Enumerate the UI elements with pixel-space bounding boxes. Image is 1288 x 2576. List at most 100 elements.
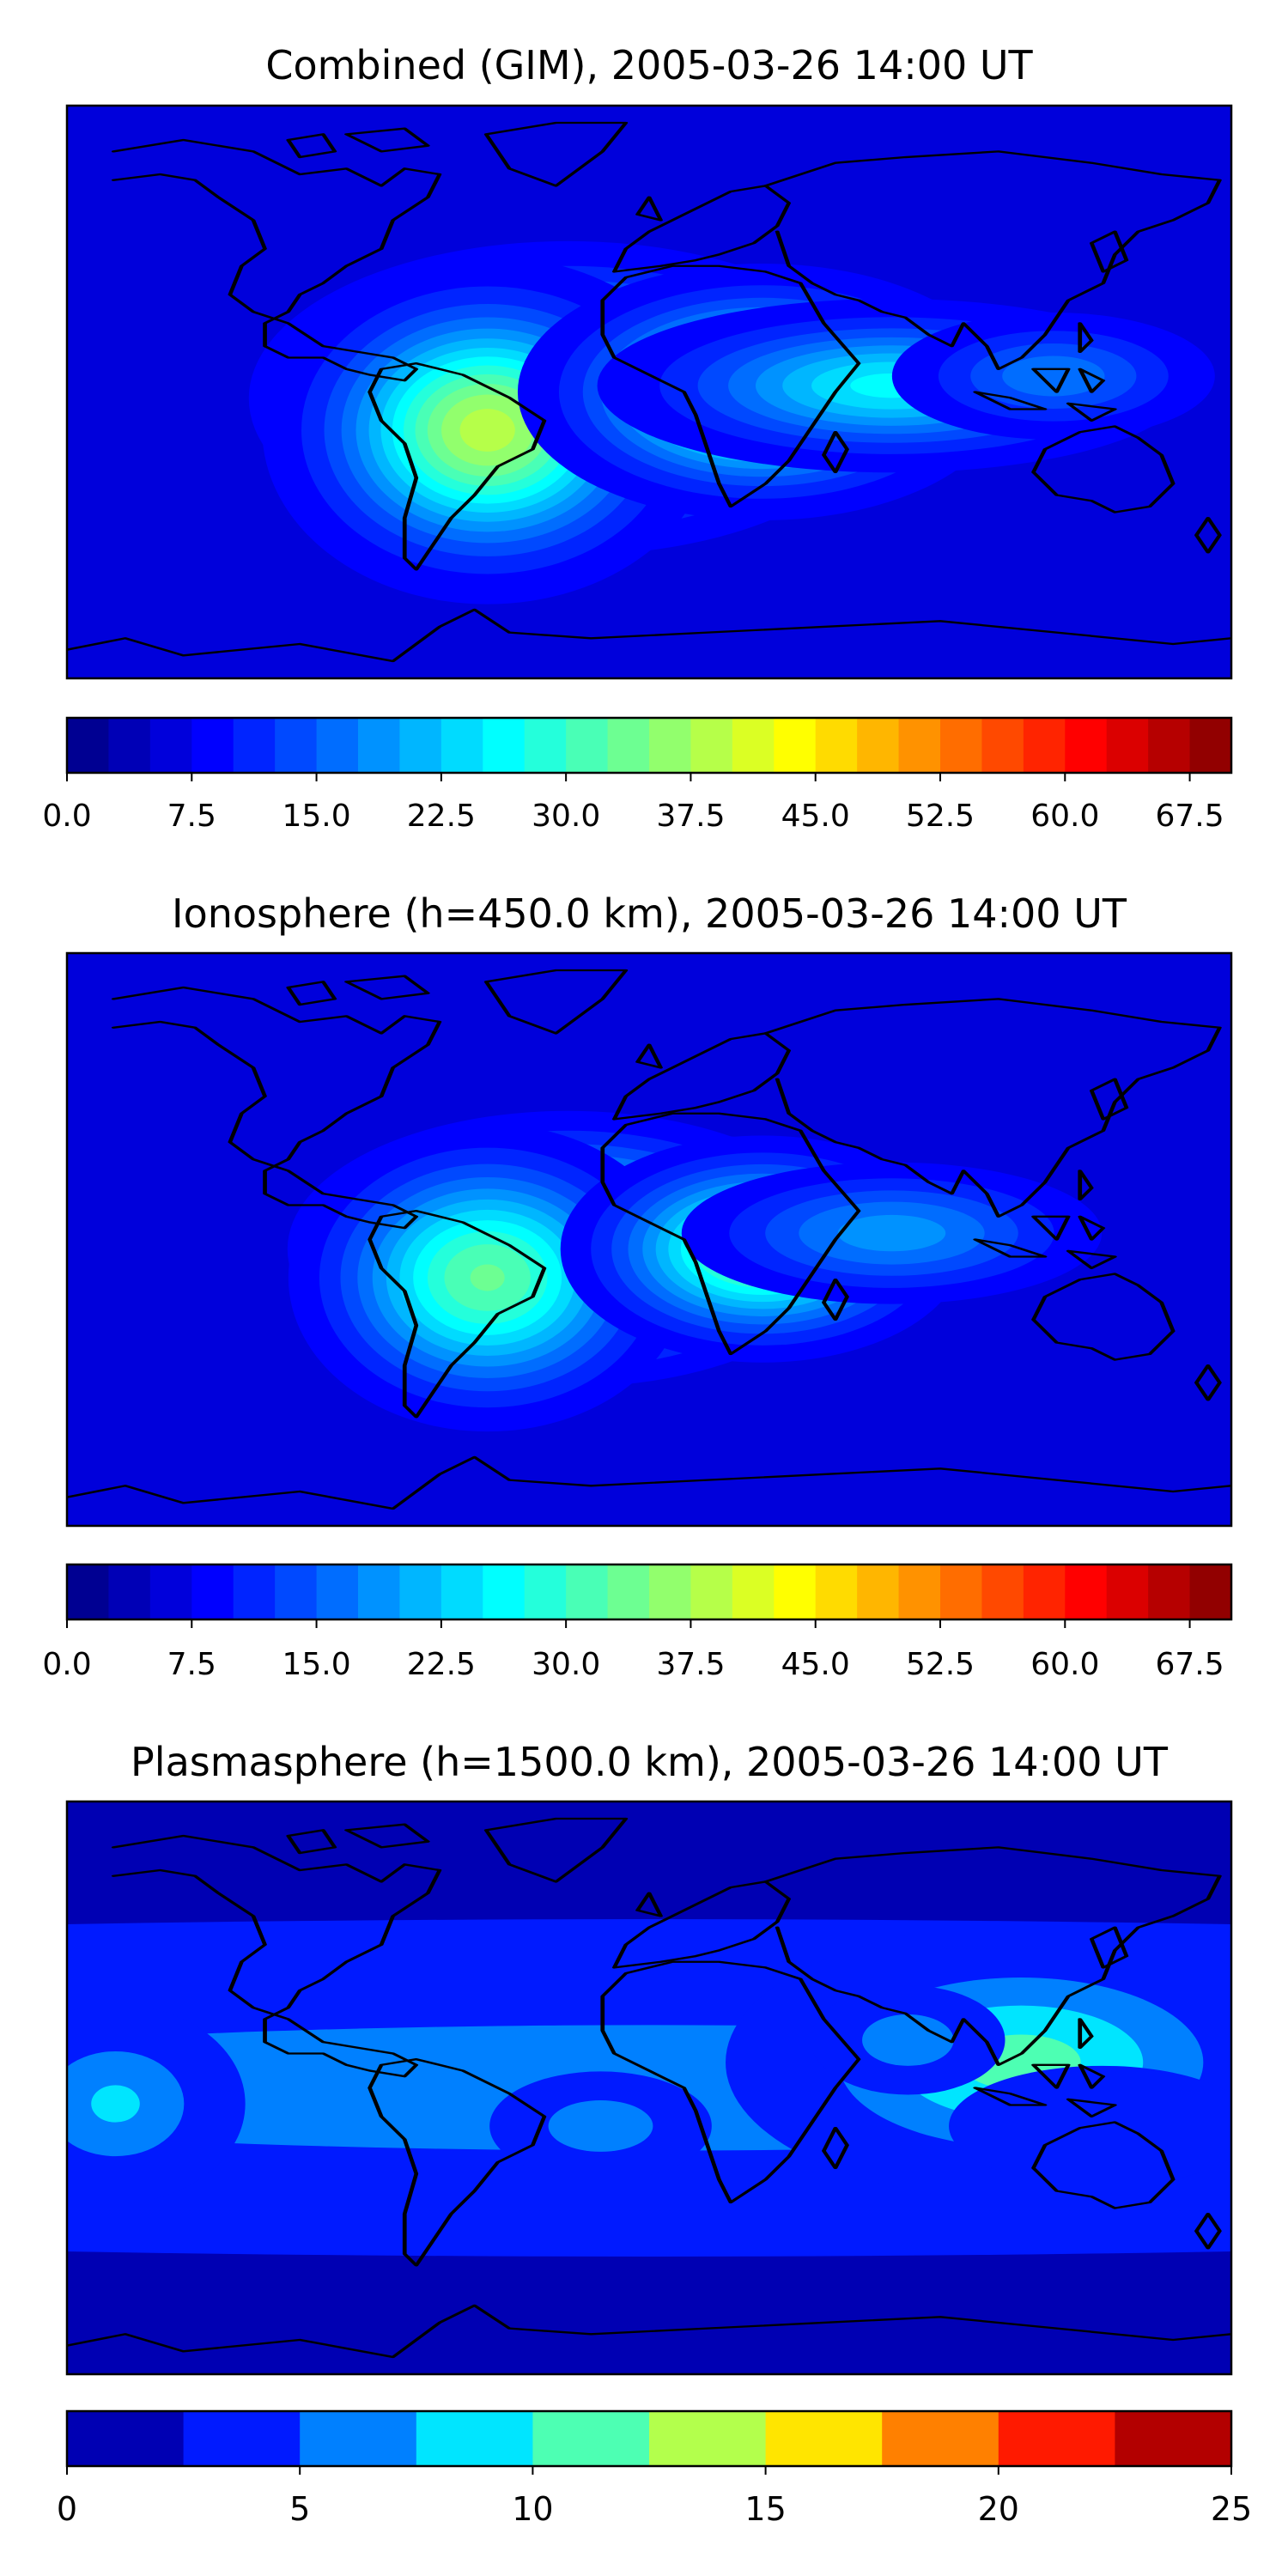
colorbar-segment: [108, 1564, 151, 1619]
colorbar-segment: [358, 1564, 401, 1619]
colorbar-tick-label: 15.0: [282, 1647, 350, 1682]
contour-band: [837, 1214, 946, 1252]
colorbar-segment: [649, 1564, 692, 1619]
colorbar-tick-label: 0: [57, 2490, 77, 2528]
panel-ionosphere: Ionosphere (h=450.0 km), 2005-03-26 14:0…: [42, 890, 1233, 1682]
colorbar-tick-label: 7.5: [167, 799, 216, 834]
colorbar-frame: [65, 716, 1233, 775]
colorbar-segment: [191, 718, 234, 773]
colorbar-segment: [815, 1564, 858, 1619]
colorbar-segment: [416, 2411, 533, 2466]
colorbar-segment: [981, 718, 1024, 773]
colorbar-segment: [67, 718, 110, 773]
colorbar-tick-label: 10: [512, 2490, 553, 2528]
colorbar-tick-label: 60.0: [1030, 799, 1099, 834]
colorbar-tick-label: 5: [289, 2490, 310, 2528]
colorbar-segment: [690, 1564, 733, 1619]
colorbar-segment: [898, 718, 941, 773]
colorbar-tick-label: 37.5: [656, 799, 725, 834]
contour-band: [548, 2100, 653, 2152]
colorbar-tick-label: 0.0: [42, 1647, 91, 1682]
chart-title: Ionosphere (h=450.0 km), 2005-03-26 14:0…: [172, 890, 1127, 937]
colorbar-segment: [183, 2411, 301, 2466]
colorbar-segment: [732, 718, 775, 773]
colorbar-segment: [399, 1564, 442, 1619]
colorbar-segment: [774, 718, 817, 773]
colorbar-ticks: 0.0 7.5 15.0 22.5 30.0 37.5 45.0 52.5 60.0 67.5: [42, 773, 1224, 834]
contour-band: [949, 2065, 1231, 2187]
colorbar-tick-label: 67.5: [1155, 1647, 1224, 1682]
hotspot-indonesia-tail: [891, 313, 1215, 440]
colorbar-tick-label: 20: [978, 2490, 1019, 2528]
hotspot-east-pacific: [67, 2004, 246, 2203]
colorbar-tick-label: 37.5: [656, 1647, 725, 1682]
colorbar-segment: [440, 1564, 483, 1619]
colorbar-segment: [1148, 1564, 1191, 1619]
colorbar-tick-label: 52.5: [906, 1647, 975, 1682]
colorbar-segment: [940, 718, 983, 773]
colorbar-frame: [65, 2409, 1233, 2468]
colorbar-segment: [108, 718, 151, 773]
panel-combined: Combined (GIM), 2005-03-26 14:00 UT 0.0 7…: [42, 42, 1233, 834]
colorbar-segment: [275, 1564, 318, 1619]
colorbar-segment: [1106, 718, 1149, 773]
colorbar-segment: [524, 1564, 567, 1619]
colorbar-segment: [774, 1564, 817, 1619]
colorbar: [65, 716, 1233, 775]
colorbar-segment: [399, 718, 442, 773]
colorbar-tick-label: 22.5: [407, 799, 476, 834]
colorbar-segment: [732, 1564, 775, 1619]
colorbar-segment: [1189, 1564, 1232, 1619]
colorbar-tick-label: 25: [1211, 2490, 1252, 2528]
colorbar: [65, 2409, 1233, 2468]
colorbar-segment: [483, 718, 526, 773]
colorbar-segment: [998, 2411, 1115, 2466]
colorbar-segment: [566, 718, 609, 773]
colorbar-segment: [765, 2411, 883, 2466]
colorbar-segment: [483, 1564, 526, 1619]
colorbar-segment: [1148, 718, 1191, 773]
colorbar-tick-label: 22.5: [407, 1647, 476, 1682]
colorbar-ticks: 0.0 7.5 15.0 22.5 30.0 37.5 45.0 52.5 60.0 67.5: [42, 1619, 1224, 1682]
colorbar-tick-label: 52.5: [906, 799, 975, 834]
colorbar-segment: [316, 1564, 359, 1619]
panel-plasmasphere: Plasmasphere (h=1500.0 km), 2005-03-26 1…: [57, 1739, 1252, 2528]
colorbar-ticks: 0 5 10 15 20 25: [57, 2466, 1252, 2528]
colorbar-segment: [690, 718, 733, 773]
colorbar: [65, 1563, 1233, 1621]
colorbar-segment: [1023, 718, 1066, 773]
colorbar-segment: [649, 718, 692, 773]
colorbar-tick-label: 15.0: [282, 799, 350, 834]
colorbar-tick-label: 60.0: [1030, 1647, 1099, 1682]
colorbar-segment: [300, 2411, 417, 2466]
colorbar-segment: [981, 1564, 1024, 1619]
hotspot-indian-ocean-tail: [681, 1162, 1103, 1304]
colorbar-tick-label: 30.0: [532, 799, 600, 834]
colorbar-tick-label: 67.5: [1155, 799, 1224, 834]
colorbar-segment: [1065, 718, 1108, 773]
map-frame: [65, 1800, 1233, 2376]
colorbar-segment: [1106, 1564, 1149, 1619]
colorbar-segment: [1115, 2411, 1232, 2466]
chart-title: Combined (GIM), 2005-03-26 14:00 UT: [265, 42, 1033, 88]
colorbar-tick-label: 0.0: [42, 799, 91, 834]
colorbar-tick-label: 7.5: [167, 1647, 216, 1682]
colorbar-segment: [1065, 1564, 1108, 1619]
colorbar-segment: [358, 718, 401, 773]
colorbar-segment: [233, 1564, 276, 1619]
colorbar-segment: [898, 1564, 941, 1619]
colorbar-tick-label: 30.0: [532, 1647, 600, 1682]
colorbar-segment: [566, 1564, 609, 1619]
colorbar-segment: [149, 718, 192, 773]
colorbar-tick-label: 45.0: [781, 1647, 850, 1682]
map-frame: [65, 104, 1233, 680]
colorbar-segment: [67, 2411, 185, 2466]
heatmap-field: [67, 1801, 1231, 2374]
contour-band: [1002, 355, 1105, 397]
colorbar-tick-label: 15: [744, 2490, 786, 2528]
colorbar-segment: [815, 718, 858, 773]
colorbar-segment: [857, 1564, 900, 1619]
contour-band: [91, 2085, 140, 2123]
hotspot-south-atlantic: [489, 2071, 712, 2181]
